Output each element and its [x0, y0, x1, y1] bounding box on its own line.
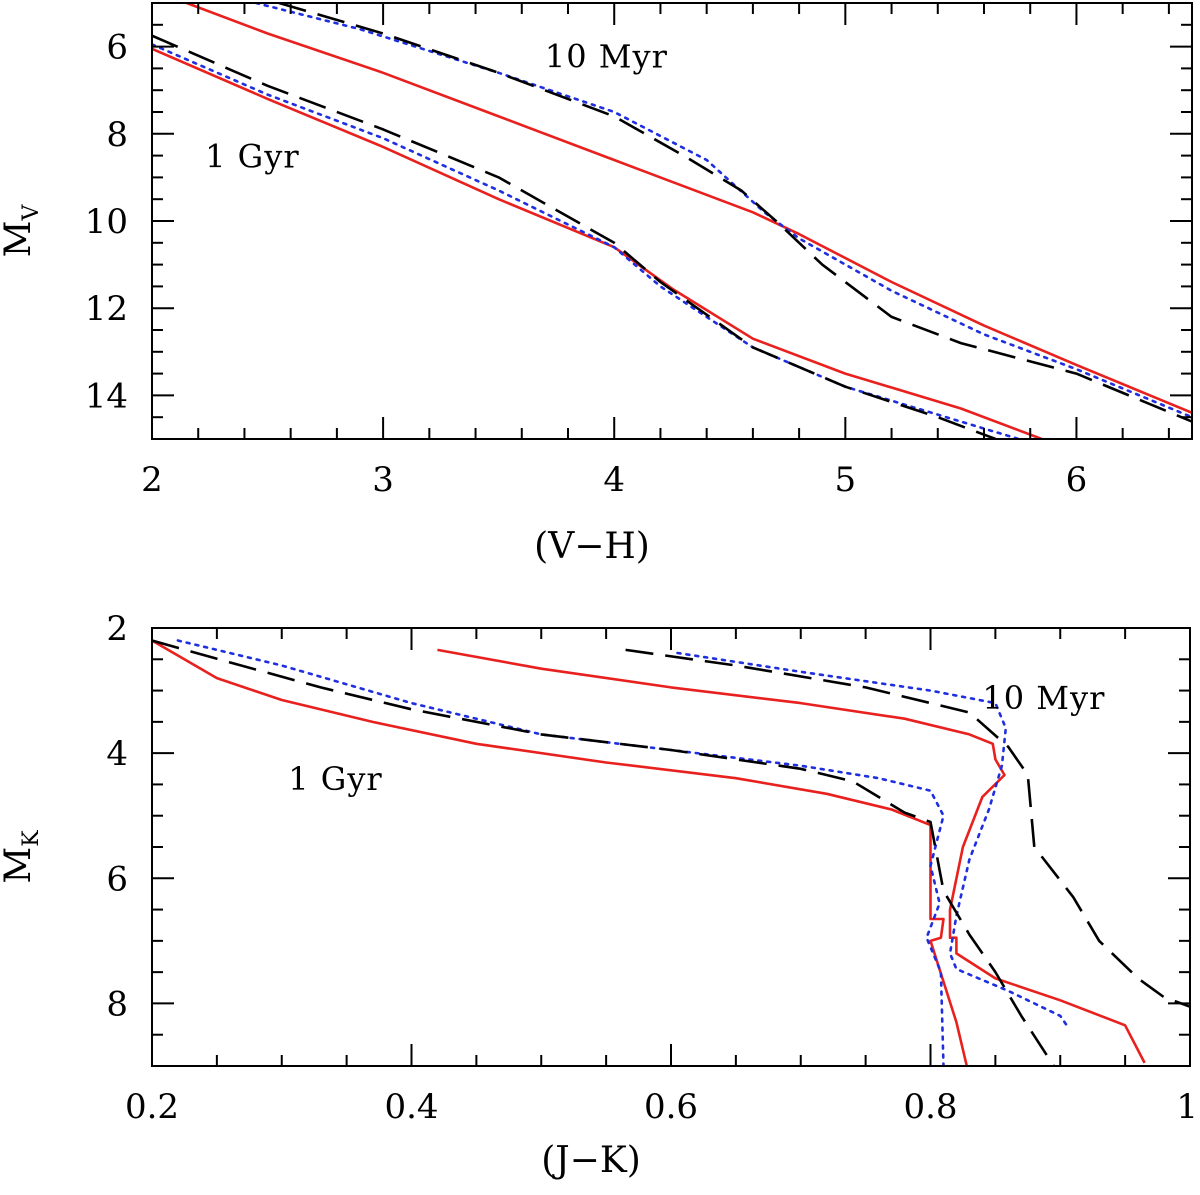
x-axis-label: (V−H) [534, 526, 650, 567]
x-axis-label: (J−K) [541, 1140, 641, 1181]
isochrone-dashed-10-myr-line [625, 648, 1190, 1008]
x-tick-label: 0.2 [125, 1087, 179, 1127]
x-tick-label: 5 [835, 460, 857, 500]
x-tick-label: 2 [141, 460, 163, 500]
y-tick-label: 4 [106, 734, 128, 774]
annotation-10-myr: 10 Myr [982, 679, 1105, 717]
top-panel-color-magnitude-v-h: 2 3 4 5 6 6 8 10 12 14 (V−H) MV 10 Myr 1 Gyr [0, 2, 1193, 567]
x-tick-label: 4 [603, 460, 625, 500]
isochrone-dashed-10-myr-line [278, 3, 1192, 423]
y-axis-label-main: M [0, 847, 39, 884]
annotation-1-gyr: 1 Gyr [288, 760, 382, 798]
bottom-panel-color-magnitude-j-k: 0.2 0.4 0.6 0.8 1 2 4 6 8 (J−K) MK 10 Myr 1 Gyr [0, 609, 1198, 1181]
x-tick-label: 6 [1066, 460, 1088, 500]
y-tick-label: 6 [106, 859, 128, 899]
axis-ticks [151, 627, 1191, 1067]
x-tick-label: 3 [372, 460, 394, 500]
y-tick-label: 12 [85, 289, 128, 329]
y-axis-label-main: M [0, 221, 39, 258]
x-tick-label: 0.8 [903, 1087, 957, 1127]
isochrone-solid-1-gyr-line [152, 639, 969, 1066]
isochrone-dotted-1-gyr-line [152, 43, 1020, 439]
x-tick-label: 1 [1176, 1087, 1198, 1127]
y-tick-label: 14 [85, 376, 128, 416]
x-tick-label: 0.4 [384, 1087, 438, 1127]
isochrone-dotted-1-gyr-line [176, 639, 945, 1066]
y-tick-label: 6 [106, 28, 128, 68]
y-tick-label: 8 [106, 984, 128, 1024]
series-group [152, 639, 1190, 1066]
y-axis-label: MK [0, 830, 44, 884]
isochrone-dotted-10-myr-line [676, 651, 1068, 1027]
x-tick-label: 0.6 [644, 1087, 698, 1127]
series-group [152, 3, 1192, 439]
isochrone-solid-10-myr-line [186, 3, 1192, 415]
isochrone-solid-10-myr-line [437, 648, 1146, 1064]
y-axis-label: MV [0, 204, 44, 258]
y-tick-label: 2 [106, 609, 128, 649]
y-tick-label: 10 [85, 202, 128, 242]
y-axis-label-subscript: V [19, 204, 44, 222]
plot-frame [151, 2, 1193, 440]
axis-ticks [151, 2, 1192, 440]
isochrone-dashed-1-gyr-line [152, 639, 1055, 1066]
isochrone-dashed-1-gyr-line [152, 34, 997, 439]
y-axis-label-subscript: K [19, 830, 44, 847]
y-tick-label: 8 [106, 115, 128, 155]
annotation-1-gyr: 1 Gyr [205, 138, 299, 176]
isochrone-solid-1-gyr-line [152, 47, 1043, 439]
annotation-10-myr: 10 Myr [545, 37, 668, 75]
